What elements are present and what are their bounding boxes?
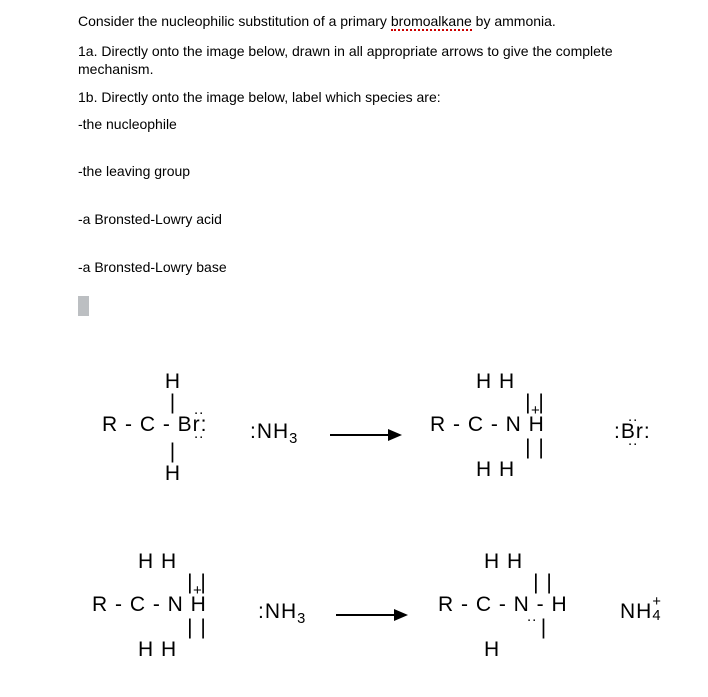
r1-br-anion-dots-top: .. <box>628 408 638 425</box>
r1-product1-bonds-bot: | | <box>480 439 590 458</box>
r2-reactant1-HH-bot: H H <box>138 638 252 662</box>
r2-product1-H-bot: H <box>484 638 598 662</box>
intro-part2: by ammonia. <box>472 13 556 29</box>
r1-reactant2-sub: 3 <box>289 431 298 447</box>
r2-product1-lone-pair: .. <box>527 608 537 625</box>
r1-reactant1-bond-bot: | <box>124 443 222 462</box>
r2-reactant1-plus: + <box>193 582 203 599</box>
r2-reactant1-main: R - C - N H <box>92 593 207 616</box>
r2-reactant1: H H | | R - C - N H + | | H H <box>92 550 252 662</box>
r1-reactant2: :NH3 <box>250 420 298 447</box>
label-bl-acid: -a Bronsted-Lowry acid <box>78 210 222 228</box>
r1-reactant2-text: :NH <box>250 420 289 443</box>
intro-underlined: bromoalkane <box>391 13 472 31</box>
r2-reactant2-sub: 3 <box>297 611 306 627</box>
label-leaving-group: -the leaving group <box>78 162 190 180</box>
text-cursor-icon <box>78 296 89 316</box>
r1-reactant1-H-bot: H <box>124 462 222 486</box>
r2-product2-sub: 4 <box>652 608 661 624</box>
question-intro: Consider the nucleophilic substitution o… <box>78 12 668 30</box>
r2-product2: NH+4 <box>620 600 652 624</box>
r1-reactant1: H | .. R - C - Br: .. | H <box>102 370 222 486</box>
r1-br-lone-pair-top: .. <box>194 401 204 418</box>
intro-part1: Consider the nucleophilic substitution o… <box>78 13 391 29</box>
r2-product1-bonds-top: | | <box>488 574 598 593</box>
r1-product2: .. :Br: .. <box>614 420 651 444</box>
r2-reactant1-bonds-bot: | | <box>142 619 252 638</box>
r1-product1: H H | | R - C - N H + | | H H <box>430 370 590 482</box>
r2-reactant2: :NH3 <box>258 600 306 627</box>
r2-product2-text: NH <box>620 600 652 623</box>
r2-product1-bond-bot: | <box>490 619 598 638</box>
question-1a: 1a. Directly onto the image below, drawn… <box>78 42 668 78</box>
r1-br-lone-pair-bot: .. <box>194 425 204 442</box>
r1-br-anion-dots-bot: .. <box>628 432 638 449</box>
r2-product1-main: R - C - N - H <box>438 593 568 616</box>
r2-reactant2-text: :NH <box>258 600 297 623</box>
r2-product1: H H | | R - C - N - H .. | H <box>438 550 598 662</box>
r1-reactant1-bond-top: | <box>124 394 222 413</box>
question-1b: 1b. Directly onto the image below, label… <box>78 88 668 106</box>
r1-product1-HH-bot: H H <box>476 458 590 482</box>
r1-product1-plus: + <box>531 402 541 419</box>
label-bl-base: -a Bronsted-Lowry base <box>78 258 227 276</box>
r1-product1-main: R - C - N H <box>430 413 545 436</box>
label-nucleophile: -the nucleophile <box>78 115 177 133</box>
